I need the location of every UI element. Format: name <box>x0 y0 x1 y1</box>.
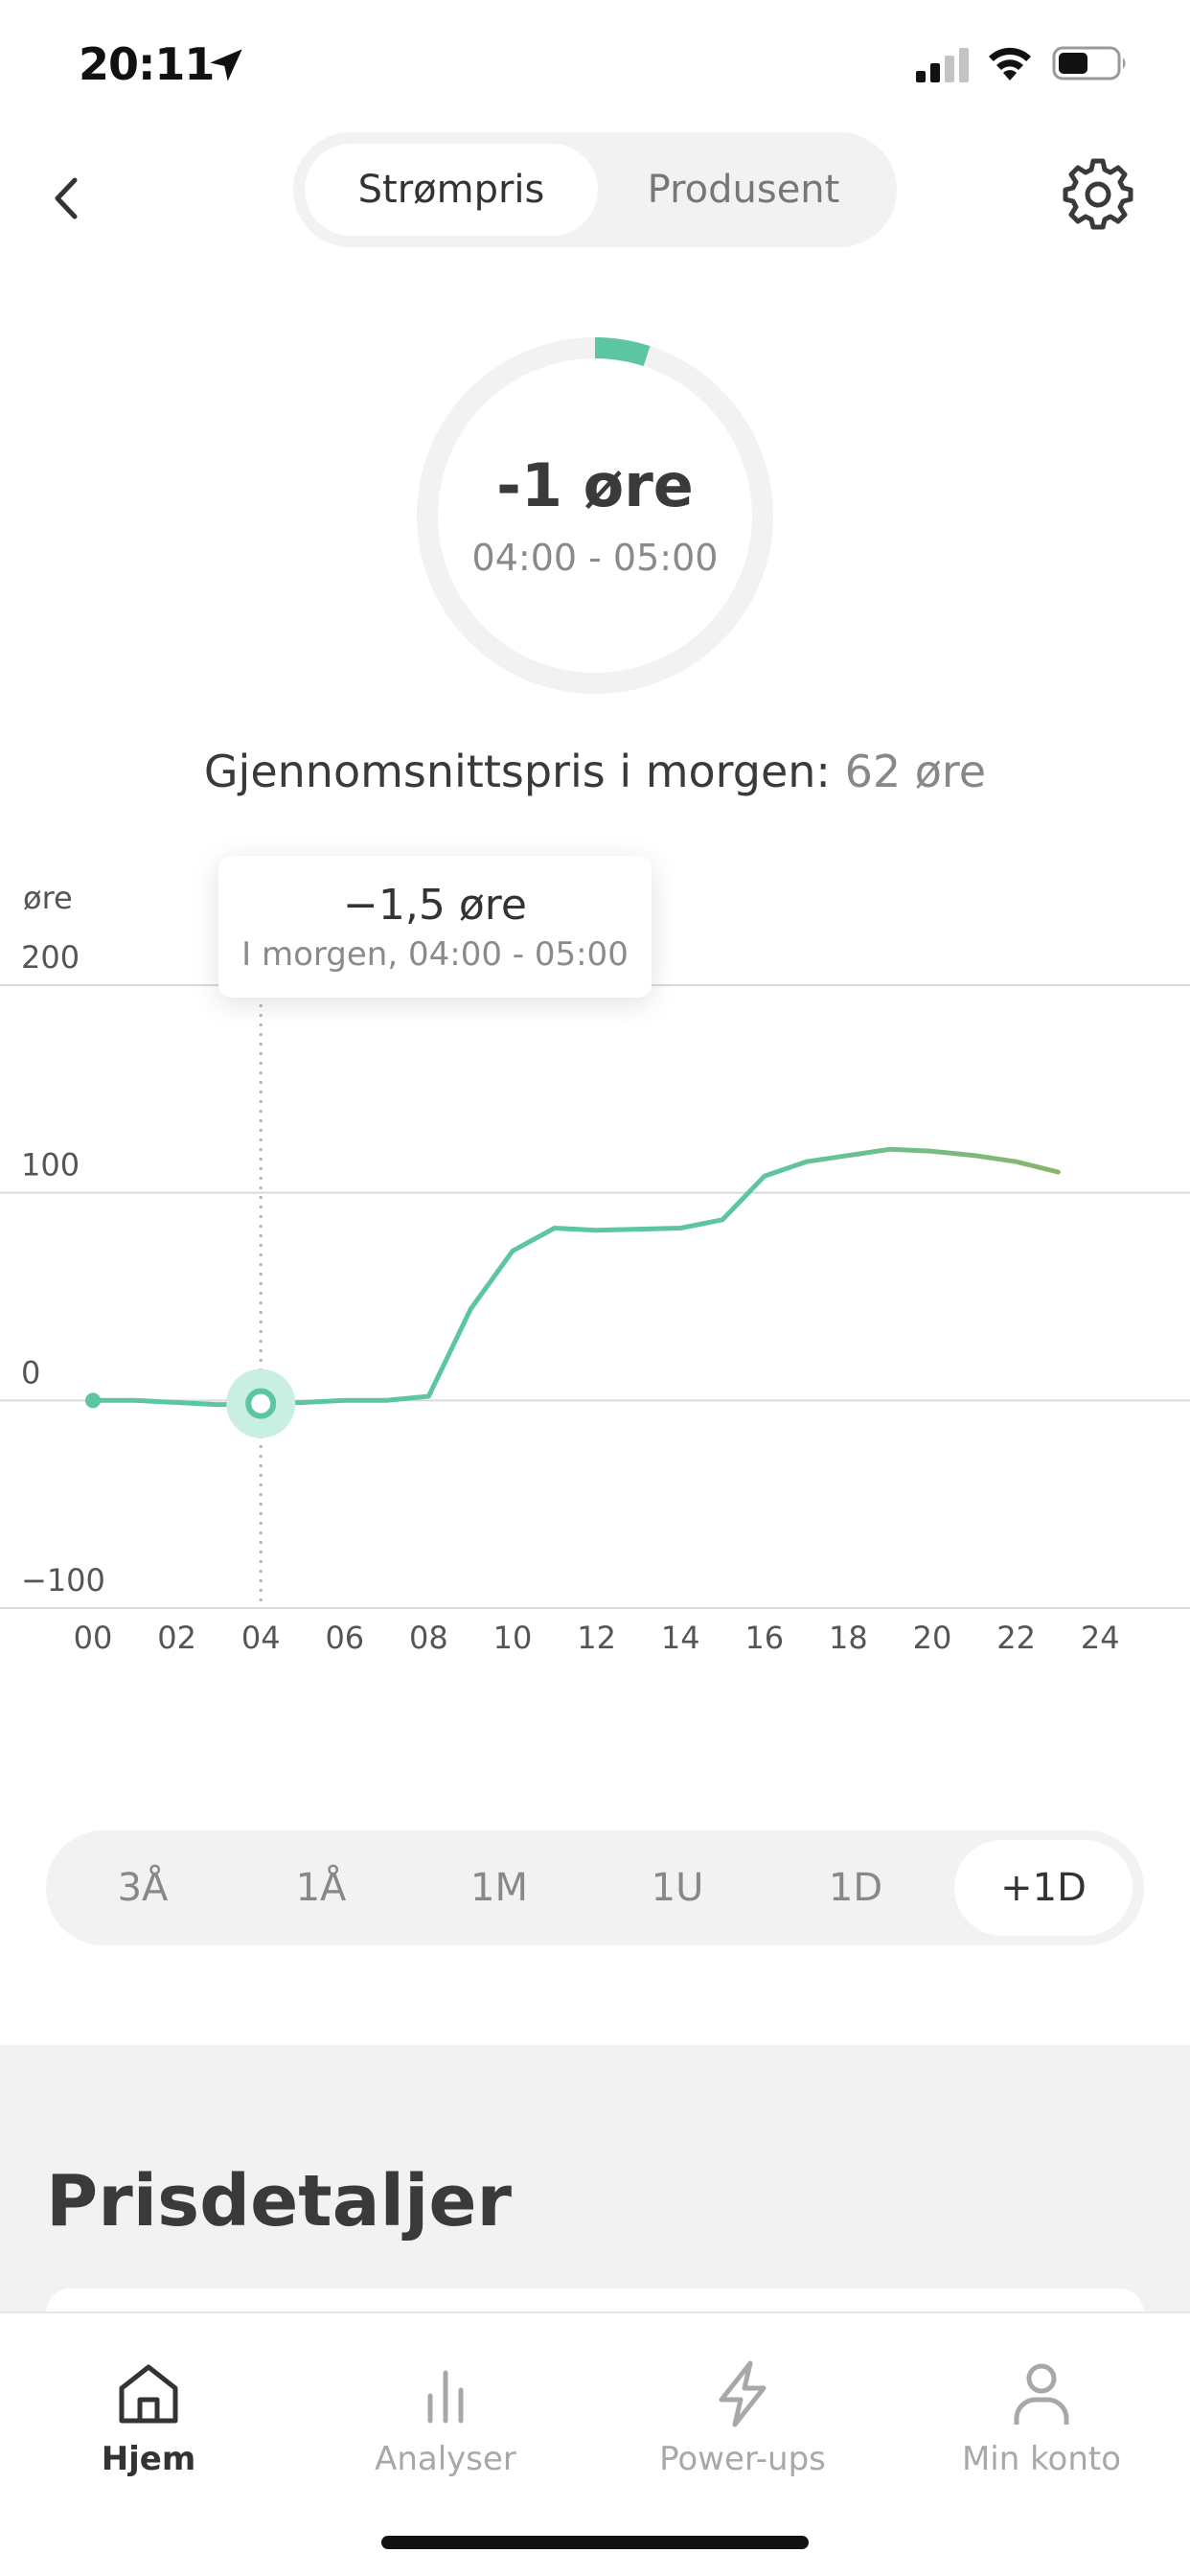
series-start-point <box>85 1392 101 1409</box>
tab-min-konto[interactable]: Min konto <box>893 2358 1190 2478</box>
x-tick-label: 08 <box>409 1620 448 1656</box>
x-tick-label: 02 <box>157 1620 196 1656</box>
tab-analyser[interactable]: Analyser <box>297 2358 594 2478</box>
x-tick-label: 18 <box>829 1620 868 1656</box>
tab-strompris[interactable]: Strømpris <box>305 144 598 236</box>
status-bar: 20:11 <box>0 0 1190 134</box>
tab-power-ups[interactable]: Power-ups <box>594 2358 891 2478</box>
range-1d[interactable]: 1D <box>828 1866 883 1910</box>
average-price-value: 62 øre <box>844 746 987 797</box>
y-tick-label: 100 <box>21 1147 80 1184</box>
tab-label-hjem: Hjem <box>101 2440 196 2478</box>
battery-icon <box>1052 46 1126 80</box>
back-button[interactable] <box>38 165 96 232</box>
person-icon <box>1014 2363 1069 2425</box>
y-tick-label: 0 <box>21 1354 40 1391</box>
current-price-value: -1 øre <box>496 450 694 520</box>
x-tick-label: 24 <box>1081 1620 1120 1656</box>
x-tick-label: 22 <box>996 1620 1036 1656</box>
gear-icon <box>1063 158 1133 230</box>
current-price-time: 04:00 - 05:00 <box>471 537 719 579</box>
average-price-label: Gjennomsnittspris i morgen: <box>203 746 831 797</box>
x-tick-label: 14 <box>661 1620 700 1656</box>
tooltip-subtitle: I morgen, 04:00 - 05:00 <box>241 935 629 974</box>
x-tick-label: 12 <box>577 1620 616 1656</box>
home-indicator <box>381 2536 809 2549</box>
x-tick-label: 10 <box>493 1620 533 1656</box>
y-axis-label: øre <box>23 880 73 916</box>
x-tick-label: 16 <box>744 1620 784 1656</box>
price-details-title: Prisdetaljer <box>46 2160 513 2242</box>
chart-tooltip: −1,5 øre I morgen, 04:00 - 05:00 <box>218 856 652 998</box>
bolt-icon <box>719 2360 767 2427</box>
range-1m[interactable]: 1M <box>470 1866 528 1910</box>
price-series-line <box>90 1146 1061 1408</box>
bar-chart-icon <box>427 2370 464 2424</box>
settings-button[interactable] <box>1060 153 1136 230</box>
tab-produsent[interactable]: Produsent <box>647 168 840 212</box>
tab-label-power-ups: Power-ups <box>659 2440 826 2478</box>
average-price-line: Gjennomsnittspris i morgen: 62 øre <box>0 746 1190 797</box>
wifi-icon <box>989 47 1031 80</box>
tab-bar: Hjem Analyser Power-ups Min konto <box>0 2312 1190 2576</box>
range-1y[interactable]: 1Å <box>295 1866 347 1910</box>
tab-label-analyser: Analyser <box>375 2440 516 2478</box>
x-tick-label: 00 <box>74 1620 113 1656</box>
tooltip-value: −1,5 øre <box>343 881 527 930</box>
x-tick-label: 20 <box>913 1620 952 1656</box>
x-tick-label: 04 <box>241 1620 281 1656</box>
tab-label-min-konto: Min konto <box>961 2440 1122 2478</box>
cellular-signal-icon <box>916 48 969 82</box>
location-arrow-icon <box>210 49 242 81</box>
tab-hjem[interactable]: Hjem <box>0 2358 297 2478</box>
y-tick-label: 200 <box>21 939 80 976</box>
price-mode-switch: Strømpris Produsent <box>293 132 897 247</box>
range-selector: 3Å 1Å 1M 1U 1D +1D <box>46 1830 1144 1945</box>
selected-point <box>245 1388 277 1419</box>
x-tick-label: 06 <box>325 1620 364 1656</box>
current-price-ring <box>417 337 773 694</box>
chevron-left-icon <box>55 177 78 219</box>
price-chart[interactable]: øre 200 100 0 −100 00 02 04 06 08 10 12 14 16 18 20 22 24 <box>0 862 1190 1782</box>
home-icon <box>119 2364 178 2424</box>
status-time: 20:11 <box>79 38 215 90</box>
y-tick-label: −100 <box>21 1562 105 1598</box>
ring-progress-arc <box>594 337 651 367</box>
range-1w[interactable]: 1U <box>651 1866 704 1910</box>
range-3y[interactable]: 3Å <box>117 1866 169 1910</box>
range-plus-1d[interactable]: +1D <box>954 1840 1133 1936</box>
